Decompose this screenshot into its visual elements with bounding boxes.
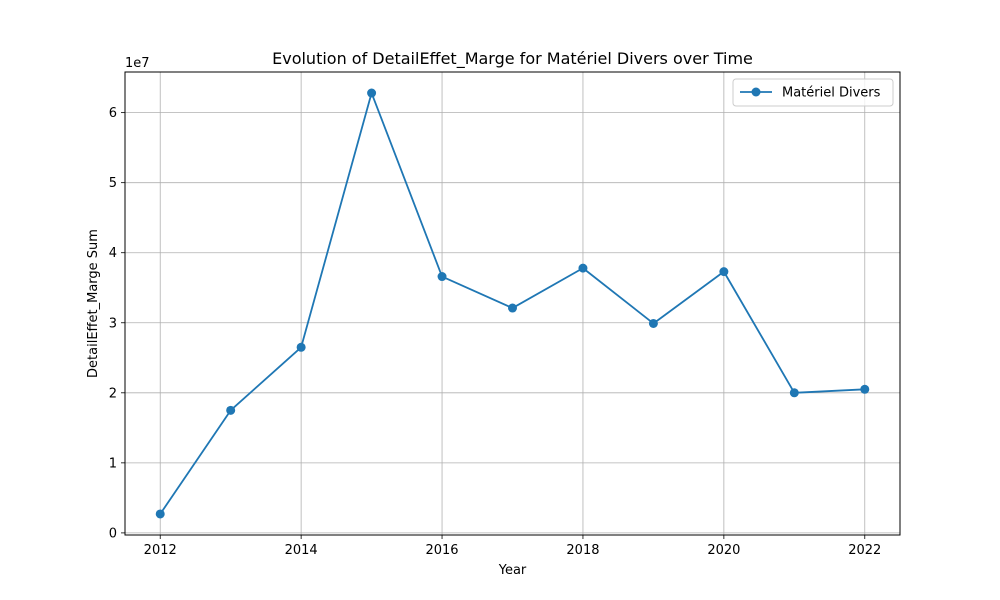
x-axis-ticks: 2012 2014 2016 2018 2020 2022 — [144, 535, 881, 558]
data-point — [578, 263, 588, 273]
data-point — [437, 272, 447, 282]
plot-frame — [124, 71, 901, 536]
y-tick-label: 4 — [109, 246, 117, 261]
y-tick-label: 6 — [109, 106, 117, 121]
y-tick-label: 0 — [109, 526, 117, 541]
y-tick-label: 1 — [109, 456, 117, 471]
x-tick-label: 2016 — [425, 543, 458, 558]
data-point — [296, 342, 306, 352]
data-point — [789, 388, 799, 398]
series-layer — [155, 88, 870, 519]
y-axis-ticks: 0 1 2 3 4 5 6 — [109, 106, 125, 541]
data-point — [648, 318, 658, 328]
legend-label: Matériel Divers — [782, 86, 881, 101]
x-tick-label: 2018 — [566, 543, 599, 558]
y-axis-label: DetailEffet_Marge Sum — [86, 229, 101, 378]
y-tick-label: 5 — [109, 176, 117, 191]
data-point — [367, 88, 377, 98]
legend-box — [732, 78, 894, 107]
data-point — [226, 405, 236, 415]
x-axis-label: Year — [498, 563, 527, 578]
grid-lines — [125, 72, 900, 535]
y-tick-label: 3 — [109, 316, 117, 331]
x-tick-label: 2014 — [285, 543, 318, 558]
legend: Matériel Divers — [732, 78, 894, 107]
data-point — [508, 303, 517, 313]
legend-marker-icon — [751, 87, 761, 97]
x-tick-label: 2012 — [144, 543, 177, 558]
data-point — [860, 384, 870, 394]
data-point — [719, 267, 729, 277]
x-tick-label: 2020 — [707, 543, 740, 558]
y-axis-offset-label: 1e7 — [125, 56, 150, 71]
y-tick-label: 2 — [109, 386, 117, 401]
chart-title: Evolution of DetailEffet_Marge for Matér… — [272, 49, 753, 69]
data-point — [155, 509, 165, 519]
x-tick-label: 2022 — [848, 543, 881, 558]
plot-area — [125, 72, 900, 535]
